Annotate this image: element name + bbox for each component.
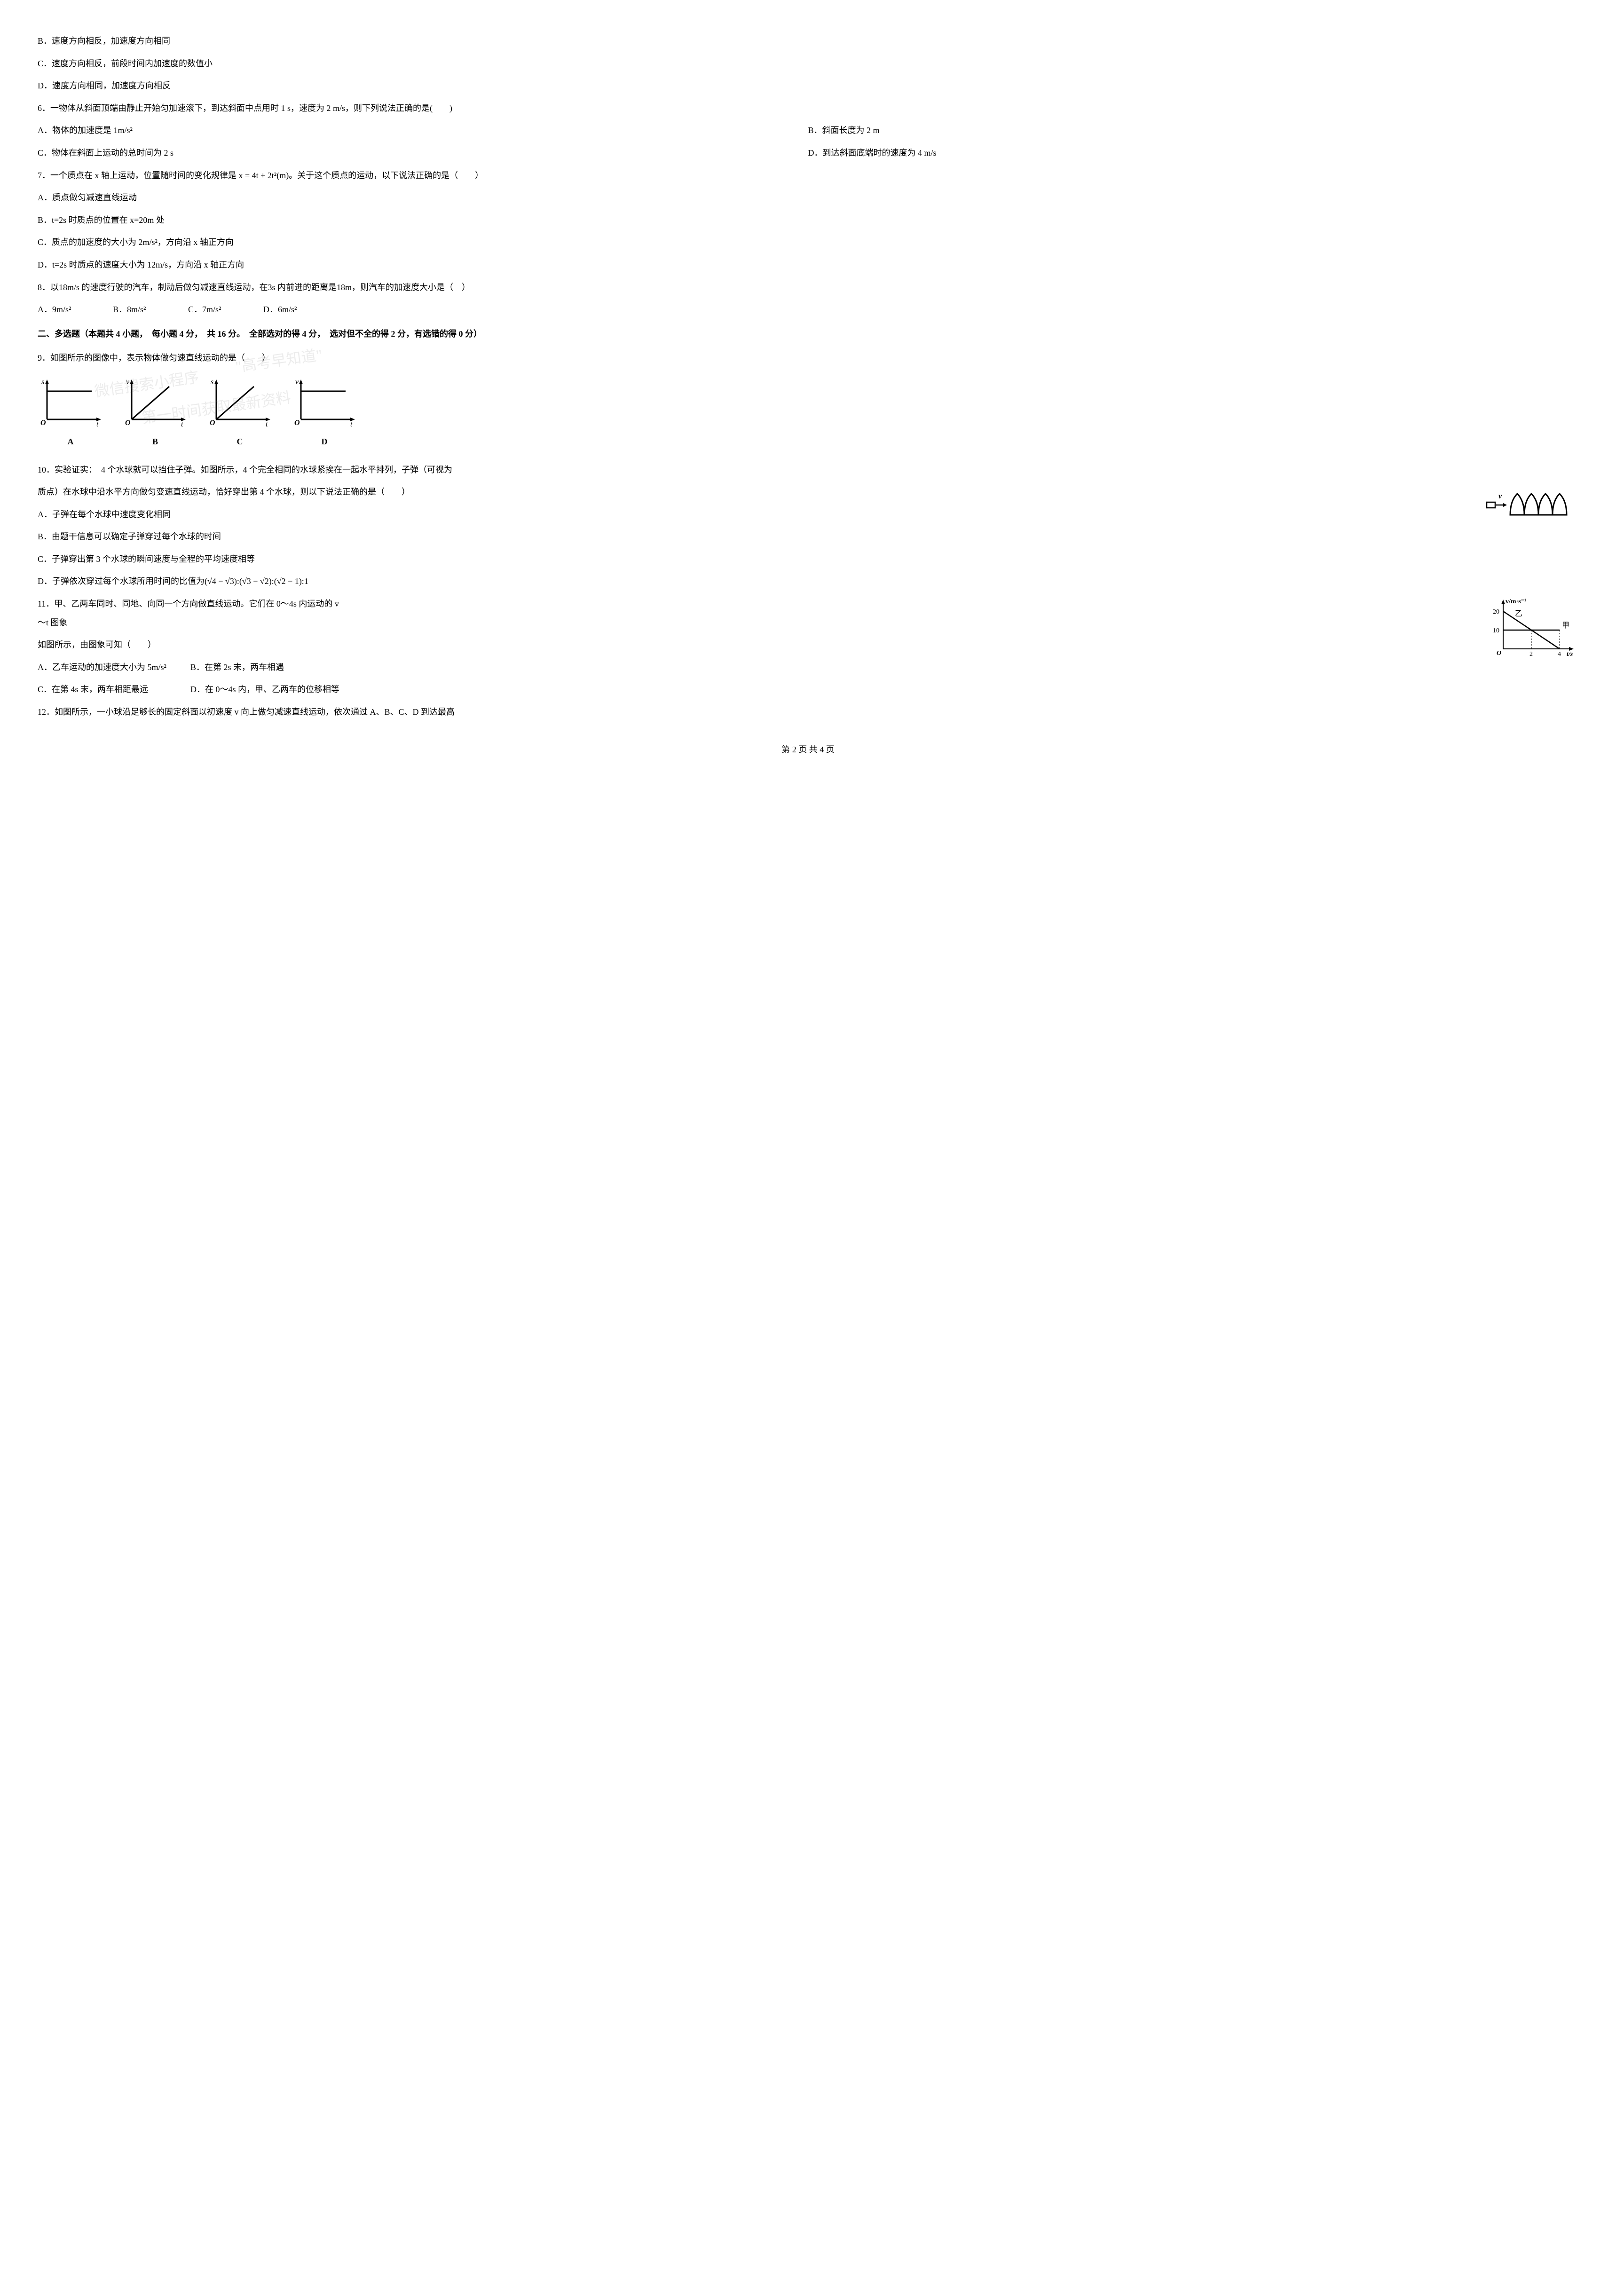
q11-ylabel: v/m·s⁻¹ xyxy=(1506,598,1526,605)
q8-option-c: C．7m/s² xyxy=(188,300,263,319)
q5-option-b: B．速度方向相反，加速度方向相同 xyxy=(38,32,1578,51)
q11-option-d: D．在 0～4s 内，甲、乙两车的位移相等 xyxy=(190,680,343,699)
q10-option-d: D．子弹依次穿过每个水球所用时间的比值为(√4 − √3):(√3 − √2):… xyxy=(38,572,1578,591)
chart-c-svg: s t O xyxy=(207,377,273,429)
q6-option-a: A．物体的加速度是 1m/s² xyxy=(38,121,808,140)
chart-c-xlabel: t xyxy=(266,420,268,428)
chart-b-origin: O xyxy=(125,419,131,427)
q8-option-b: B．8m/s² xyxy=(113,300,188,319)
chart-a-svg: s t O xyxy=(38,377,103,429)
q7-option-d: D．t=2s 时质点的速度大小为 12m/s，方向沿 x 轴正方向 xyxy=(38,256,1578,275)
q10-option-b: B．由题干信息可以确定子弹穿过每个水球的时间 xyxy=(38,528,1578,546)
q10-bullet-label: v xyxy=(1498,492,1502,500)
chart-a-origin: O xyxy=(40,419,46,427)
q12-stem: 12．如图所示，一小球沿足够长的固定斜面以初速度 v 向上做匀减速直线运动，依次… xyxy=(38,703,1578,722)
q11-option-b: B．在第 2s 末，两车相遇 xyxy=(190,658,343,677)
q9-charts: 微信搜索小程序 第一时间获取最新资料 s t O A v t O B xyxy=(38,377,1578,451)
section2-header: 二、多选题（本题共 4 小题， 每小题 4 分， 共 16 分。 全部选对的得 … xyxy=(38,325,1578,344)
q9-label-d: D xyxy=(322,433,328,451)
q11-xlabel: t/s xyxy=(1567,651,1573,658)
page-footer: 第 2 页 共 4 页 xyxy=(38,741,1578,759)
chart-b-ylabel: v xyxy=(126,378,130,386)
q9-chart-c: s t O C xyxy=(207,377,273,451)
q9-stem: 9．如图所示的图像中，表示物体做匀速直线运动的是（ ） xyxy=(38,349,1578,368)
chart-d-ylabel: v xyxy=(295,378,299,386)
q10-option-a: A．子弹在每个水球中速度变化相同 xyxy=(38,505,1578,524)
q9-chart-d: v t O D xyxy=(292,377,357,451)
q9-label-b: B xyxy=(152,433,158,451)
q10-option-c: C．子弹穿出第 3 个水球的瞬间速度与全程的平均速度相等 xyxy=(38,550,1578,569)
q5-option-d: D．速度方向相同，加速度方向相反 xyxy=(38,77,1578,95)
chart-c-origin: O xyxy=(210,419,215,427)
q8-option-a: A．9m/s² xyxy=(38,300,113,319)
q10-stem-2: 质点）在水球中沿水平方向做匀变速直线运动，恰好穿出第 4 个水球，则以下说法正确… xyxy=(38,483,1578,502)
q11-label-jia: 甲 xyxy=(1562,622,1569,630)
q10-figure: v xyxy=(1484,489,1578,529)
q11-label-yi: 乙 xyxy=(1515,610,1522,618)
chart-d-origin: O xyxy=(294,419,300,427)
q5-option-c: C．速度方向相反，前段时间内加速度的数值小 xyxy=(38,55,1578,73)
q7-option-c: C．质点的加速度的大小为 2m/s²，方向沿 x 轴正方向 xyxy=(38,233,1578,252)
q11-ytick-20: 20 xyxy=(1493,608,1499,615)
q11-stem-1: 11．甲、乙两车同时、同地、向同一个方向做直线运动。它们在 0～4s 内运动的 … xyxy=(38,595,343,632)
q9-label-a: A xyxy=(68,433,74,451)
q11-origin: O xyxy=(1497,650,1501,657)
q11-xtick-2: 2 xyxy=(1529,651,1533,658)
q11-xtick-4: 4 xyxy=(1558,651,1561,658)
chart-c-ylabel: s xyxy=(211,378,213,386)
q9-label-c: C xyxy=(237,433,243,451)
q10-stem-1: 10．实验证实： 4 个水球就可以挡住子弹。如图所示，4 个完全相同的水球紧挨在… xyxy=(38,461,1578,480)
q11-figure: v/m·s⁻¹ 20 10 2 4 t/s O 乙 甲 xyxy=(1489,595,1578,668)
q8-stem: 8．以18m/s 的速度行驶的汽车，制动后做匀减速直线运动，在3s 内前进的距离… xyxy=(38,278,1578,297)
chart-b-xlabel: t xyxy=(181,420,183,428)
q6-option-d: D．到达斜面底端时的速度为 4 m/s xyxy=(808,144,1579,163)
chart-a-xlabel: t xyxy=(96,420,99,428)
chart-a-ylabel: s xyxy=(41,378,44,386)
q11-ytick-10: 10 xyxy=(1493,627,1499,634)
q11-option-c: C．在第 4s 末，两车相距最远 xyxy=(38,680,190,699)
q11-option-a: A．乙车运动的加速度大小为 5m/s² xyxy=(38,658,190,677)
q9-chart-b: v t O B xyxy=(122,377,188,451)
chart-d-xlabel: t xyxy=(350,420,353,428)
q9-chart-a: s t O A xyxy=(38,377,103,451)
q7-option-a: A．质点做匀减速直线运动 xyxy=(38,189,1578,207)
chart-b-svg: v t O xyxy=(122,377,188,429)
q7-option-b: B．t=2s 时质点的位置在 x=20m 处 xyxy=(38,211,1578,230)
q6-stem: 6．一物体从斜面顶端由静止开始匀加速滚下，到达斜面中点用时 1 s，速度为 2 … xyxy=(38,99,1578,118)
q11-stem-2: 如图所示，由图象可知（ ） xyxy=(38,636,343,655)
chart-d-svg: v t O xyxy=(292,377,357,429)
q8-option-d: D．6m/s² xyxy=(263,300,339,319)
q6-option-b: B．斜面长度为 2 m xyxy=(808,121,1579,140)
q6-option-c: C．物体在斜面上运动的总时间为 2 s xyxy=(38,144,808,163)
q7-stem: 7．一个质点在 x 轴上运动，位置随时间的变化规律是 x = 4t + 2t²(… xyxy=(38,166,1578,185)
